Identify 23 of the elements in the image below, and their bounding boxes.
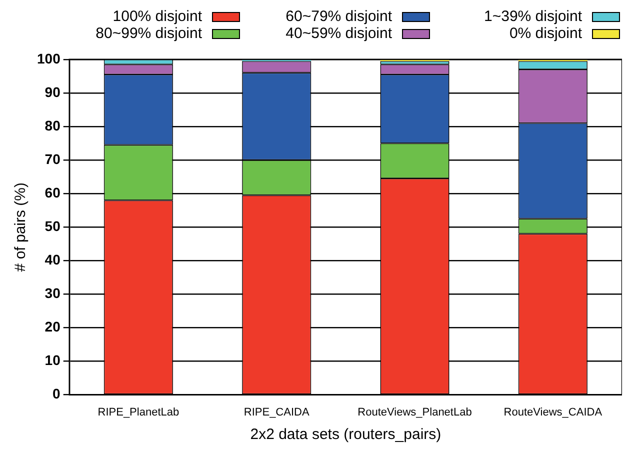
legend-label: 60~79% disjoint bbox=[286, 8, 392, 25]
y-tick-label: 70 bbox=[44, 150, 61, 167]
y-tick-label: 0 bbox=[52, 386, 61, 402]
y-tick-label: 80 bbox=[44, 117, 61, 134]
legend-label: 1~39% disjoint bbox=[484, 8, 582, 25]
x-tick-label: RIPE_PlanetLab bbox=[98, 406, 180, 418]
y-tick-label: 40 bbox=[44, 252, 61, 268]
x-axis-title: 2x2 data sets (routers_pairs) bbox=[250, 426, 442, 444]
y-tick-label: 30 bbox=[44, 285, 61, 302]
y-tick-label: 20 bbox=[44, 318, 61, 335]
y-tick-label: 50 bbox=[44, 218, 61, 234]
y-tick-label: 100 bbox=[37, 50, 61, 66]
y-tick-label: 60 bbox=[44, 184, 61, 200]
x-tick-label: RouteViews_CAIDA bbox=[504, 406, 603, 418]
x-tick-label: RouteViews_PlanetLab bbox=[358, 406, 472, 418]
y-axis-title: # of pairs (%) bbox=[12, 182, 30, 272]
y-tick-label: 90 bbox=[44, 84, 61, 100]
legend-label: 0% disjoint bbox=[509, 25, 582, 42]
x-tick-label: RIPE_CAIDA bbox=[244, 406, 310, 418]
legend-label: 100% disjoint bbox=[112, 8, 202, 25]
legend-label: 80~99% disjoint bbox=[96, 25, 202, 42]
y-tick-label: 10 bbox=[44, 352, 61, 368]
legend-label: 40~59% disjoint bbox=[286, 25, 392, 42]
